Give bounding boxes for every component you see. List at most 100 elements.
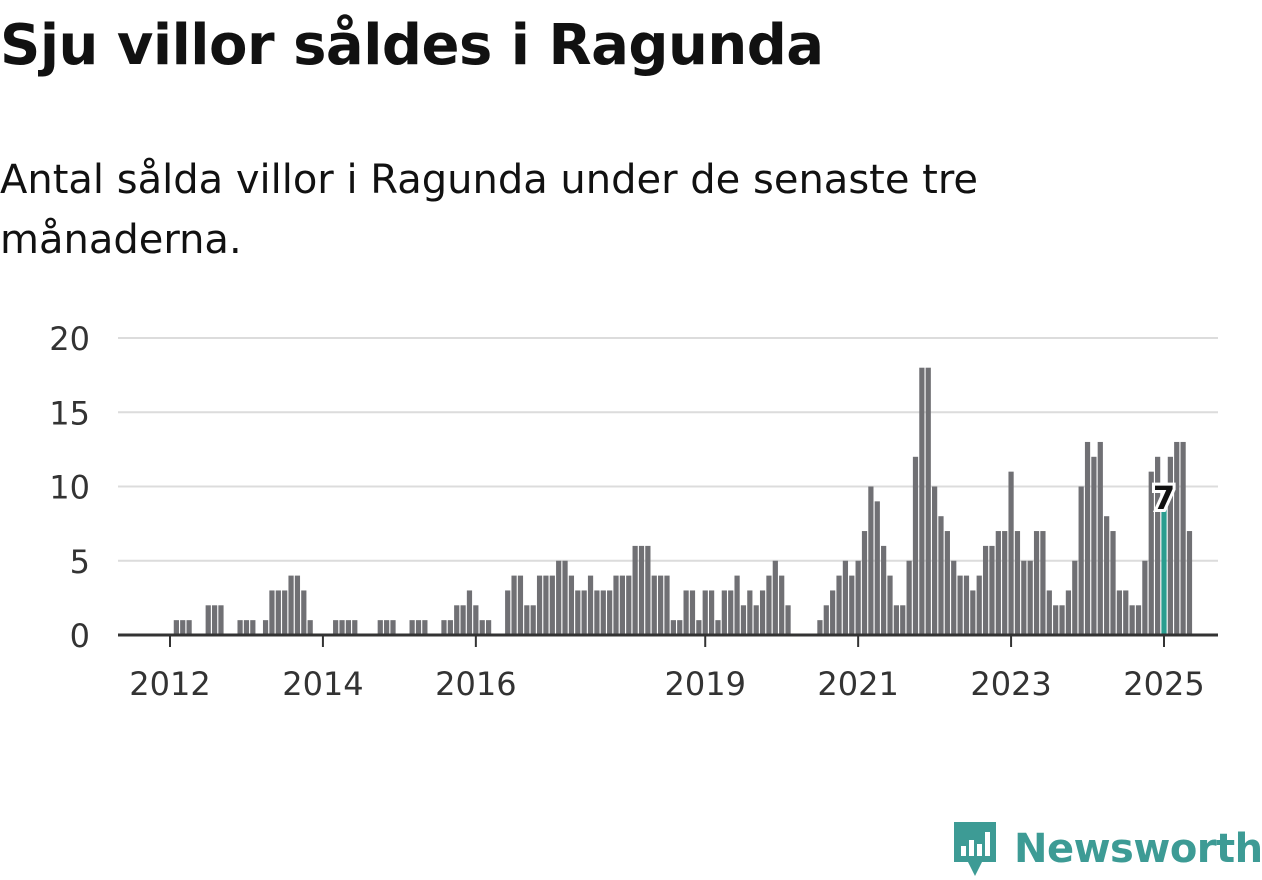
bar <box>651 575 657 635</box>
bar <box>638 545 645 635</box>
bar <box>938 516 944 635</box>
bar <box>1084 441 1091 635</box>
bar <box>658 575 664 635</box>
bar <box>288 575 294 635</box>
bar <box>779 575 785 635</box>
bar <box>912 456 919 635</box>
bar <box>868 486 874 635</box>
bar <box>632 545 638 635</box>
bar <box>301 590 307 635</box>
bar <box>173 620 179 635</box>
bar <box>607 590 613 635</box>
bar <box>1027 560 1033 635</box>
bar <box>511 575 517 635</box>
bar <box>721 590 727 635</box>
bar <box>747 590 753 635</box>
bar <box>696 620 702 635</box>
bar <box>944 531 950 635</box>
highlight-value-label: 7 <box>1153 479 1175 517</box>
bar <box>728 590 734 635</box>
bar <box>842 560 849 635</box>
bar <box>1155 456 1161 635</box>
bar <box>1104 516 1110 635</box>
bar <box>594 590 600 635</box>
bar <box>982 545 989 635</box>
bar <box>753 605 759 635</box>
bar <box>1078 486 1084 635</box>
bar <box>861 531 868 635</box>
bar <box>900 605 906 635</box>
bar <box>785 605 791 635</box>
annotations: 7 <box>1150 476 1178 520</box>
bar <box>517 575 524 635</box>
chart-title: Sju villor såldes i Ragunda <box>0 13 824 78</box>
bar <box>422 620 428 635</box>
bar <box>1110 531 1116 635</box>
bar <box>1167 456 1173 635</box>
bar <box>645 545 651 635</box>
x-axis: 2012 2014 2016 2019 2021 2023 2025 <box>118 633 1218 703</box>
y-tick-label-0: 0 <box>70 617 90 655</box>
bar <box>549 575 555 635</box>
x-tick-label-2025: 2025 <box>1123 665 1204 703</box>
bar <box>485 620 492 635</box>
bar <box>575 590 581 635</box>
bar <box>1097 441 1103 635</box>
y-tick-label-20: 20 <box>49 320 90 358</box>
bar <box>715 620 721 635</box>
brand-logo: Newsworthy <box>950 818 1262 880</box>
bar <box>664 575 670 635</box>
bar <box>282 590 288 635</box>
bar <box>447 620 453 635</box>
bar <box>702 590 708 635</box>
bar <box>333 620 339 635</box>
bar <box>1002 531 1008 635</box>
bar <box>180 620 186 635</box>
y-axis-labels: 0 5 10 15 20 <box>49 320 90 655</box>
bar <box>556 560 562 635</box>
bar <box>1129 605 1135 635</box>
bar <box>479 620 485 635</box>
chart-subtitle: Antal sålda villor i Ragunda under de se… <box>0 157 979 263</box>
bar <box>568 575 575 635</box>
bar <box>543 575 549 635</box>
bar <box>677 620 683 635</box>
bar <box>390 620 396 635</box>
bar <box>562 560 568 635</box>
bar <box>855 560 861 635</box>
bar <box>963 575 970 635</box>
bar <box>205 605 211 635</box>
bar <box>345 620 352 635</box>
bar <box>1053 605 1059 635</box>
y-tick-label-15: 15 <box>49 394 90 432</box>
gridlines <box>118 337 1218 562</box>
bar <box>1116 590 1122 635</box>
bar <box>970 590 976 635</box>
bar <box>384 620 390 635</box>
bar <box>1072 560 1078 635</box>
bar <box>1046 590 1052 635</box>
bar <box>186 620 192 635</box>
bar <box>759 590 766 635</box>
bar <box>218 605 224 635</box>
bar <box>1091 456 1097 635</box>
bar <box>906 560 912 635</box>
bar <box>409 620 415 635</box>
bar <box>1059 605 1065 635</box>
bar <box>995 531 1001 635</box>
bar <box>1014 531 1021 635</box>
bar <box>600 590 606 635</box>
bar <box>989 545 995 635</box>
bar <box>766 575 772 635</box>
bar <box>887 575 893 635</box>
bar <box>269 590 275 635</box>
bar <box>951 560 957 635</box>
newsworthy-logo-icon <box>954 822 996 876</box>
bar <box>957 575 963 635</box>
bar <box>1021 560 1027 635</box>
bar <box>415 620 422 635</box>
bar <box>932 486 938 635</box>
bar <box>460 605 466 635</box>
bar <box>1142 560 1148 635</box>
bar <box>734 575 740 635</box>
